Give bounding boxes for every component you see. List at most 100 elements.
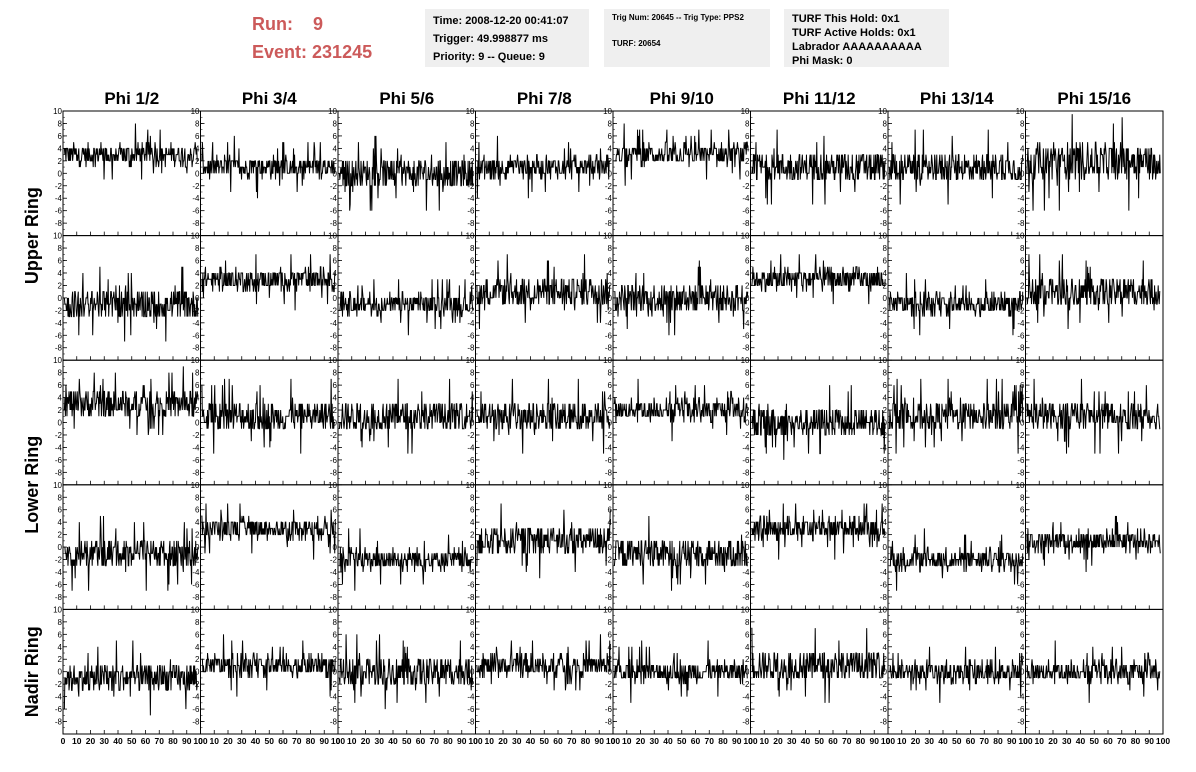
y-tick-label: -8 [467, 468, 475, 477]
waveform-trace [201, 135, 336, 199]
y-tick-label: 10 [1016, 107, 1025, 116]
y-tick-label: 8 [58, 369, 63, 378]
y-tick-label: -6 [467, 580, 475, 589]
y-tick-label: 10 [1016, 232, 1025, 241]
y-tick-label: 8 [58, 493, 63, 502]
turf-active-text: TURF Active Holds: 0x1 [792, 27, 916, 39]
x-tick-label: 90 [320, 736, 330, 746]
x-tick-label: 60 [691, 736, 701, 746]
y-tick-label: 4 [1020, 518, 1025, 527]
y-tick-label: -6 [330, 207, 338, 216]
y-tick-label: -6 [467, 705, 475, 714]
x-tick-label: 100 [1156, 736, 1170, 746]
waveform-trace [1026, 114, 1161, 211]
y-tick-label: 0 [58, 294, 63, 303]
waveform-trace [751, 129, 886, 205]
y-tick-label: 4 [470, 269, 475, 278]
y-tick-label: 0 [745, 419, 750, 428]
y-tick-label: 0 [883, 169, 888, 178]
y-tick-label: -6 [192, 331, 200, 340]
y-tick-label: -2 [605, 431, 613, 440]
y-tick-label: 8 [745, 369, 750, 378]
y-tick-label: -6 [605, 456, 613, 465]
y-tick-label: 6 [1020, 506, 1025, 515]
y-tick-label: 2 [470, 655, 475, 664]
x-tick-label: 70 [1117, 736, 1127, 746]
y-tick-label: 8 [470, 119, 475, 128]
column-header: Phi 15/16 [1057, 89, 1131, 108]
x-tick-label: 40 [801, 736, 811, 746]
y-tick-label: -6 [467, 456, 475, 465]
y-tick-label: 0 [333, 294, 338, 303]
y-tick-label: 2 [608, 157, 613, 166]
x-tick-label: 30 [925, 736, 935, 746]
y-tick-label: -8 [55, 593, 63, 602]
y-tick-label: 2 [745, 157, 750, 166]
y-tick-label: -8 [742, 219, 750, 228]
x-tick-label: 0 [61, 736, 66, 746]
x-tick-label: 70 [705, 736, 715, 746]
y-tick-label: -8 [742, 718, 750, 727]
y-tick-label: -4 [55, 693, 63, 702]
y-tick-label: 2 [333, 281, 338, 290]
y-tick-label: -4 [192, 443, 200, 452]
time-text: Time: 2008-12-20 00:41:07 [433, 15, 569, 27]
y-tick-label: 6 [883, 381, 888, 390]
y-tick-label: 8 [470, 369, 475, 378]
y-tick-label: 2 [195, 655, 200, 664]
y-tick-label: -6 [330, 705, 338, 714]
y-tick-label: -8 [605, 593, 613, 602]
y-tick-label: 2 [58, 157, 63, 166]
y-tick-label: 2 [333, 655, 338, 664]
x-tick-label: 90 [457, 736, 467, 746]
y-tick-label: 6 [883, 630, 888, 639]
event-value: 231245 [312, 42, 373, 62]
y-tick-label: -4 [1017, 194, 1025, 203]
y-tick-label: 2 [883, 531, 888, 540]
y-tick-label: 10 [466, 481, 475, 490]
y-tick-label: 0 [195, 294, 200, 303]
x-tick-label: 30 [100, 736, 110, 746]
y-tick-label: 2 [608, 281, 613, 290]
y-tick-label: 6 [333, 132, 338, 141]
waveform-trace [751, 503, 886, 560]
y-tick-label: -2 [330, 556, 338, 565]
y-tick-label: 4 [333, 144, 338, 153]
y-tick-label: -6 [55, 456, 63, 465]
y-tick-label: 8 [470, 493, 475, 502]
y-tick-label: 10 [1016, 481, 1025, 490]
x-tick-label: 30 [375, 736, 385, 746]
y-tick-label: 2 [1020, 406, 1025, 415]
y-tick-label: 8 [333, 244, 338, 253]
x-tick-label: 60 [141, 736, 151, 746]
y-tick-label: -4 [55, 568, 63, 577]
y-tick-label: 10 [878, 107, 887, 116]
y-tick-label: -2 [1017, 680, 1025, 689]
y-tick-label: 2 [333, 531, 338, 540]
waveform-trace [613, 378, 749, 442]
y-tick-label: -2 [330, 306, 338, 315]
y-tick-label: 8 [470, 244, 475, 253]
y-tick-label: 6 [195, 132, 200, 141]
y-tick-label: 6 [333, 630, 338, 639]
y-tick-label: 2 [608, 531, 613, 540]
run-value: 9 [313, 14, 324, 34]
y-tick-label: 0 [470, 543, 475, 552]
y-tick-label: 10 [878, 605, 887, 614]
y-tick-label: -8 [467, 718, 475, 727]
y-tick-label: -8 [605, 344, 613, 353]
trigger-text: Trigger: 49.998877 ms [433, 33, 548, 45]
y-tick-label: -4 [467, 194, 475, 203]
plot-frame [612, 359, 751, 486]
y-tick-label: 10 [328, 232, 337, 241]
y-tick-label: -8 [1017, 718, 1025, 727]
y-tick-label: 10 [328, 481, 337, 490]
y-tick-label: 8 [333, 493, 338, 502]
y-tick-label: 10 [878, 356, 887, 365]
y-tick-label: 0 [333, 169, 338, 178]
x-tick-label: 90 [732, 736, 742, 746]
y-tick-label: -2 [55, 431, 63, 440]
y-tick-label: -2 [330, 680, 338, 689]
y-tick-label: -4 [605, 443, 613, 452]
